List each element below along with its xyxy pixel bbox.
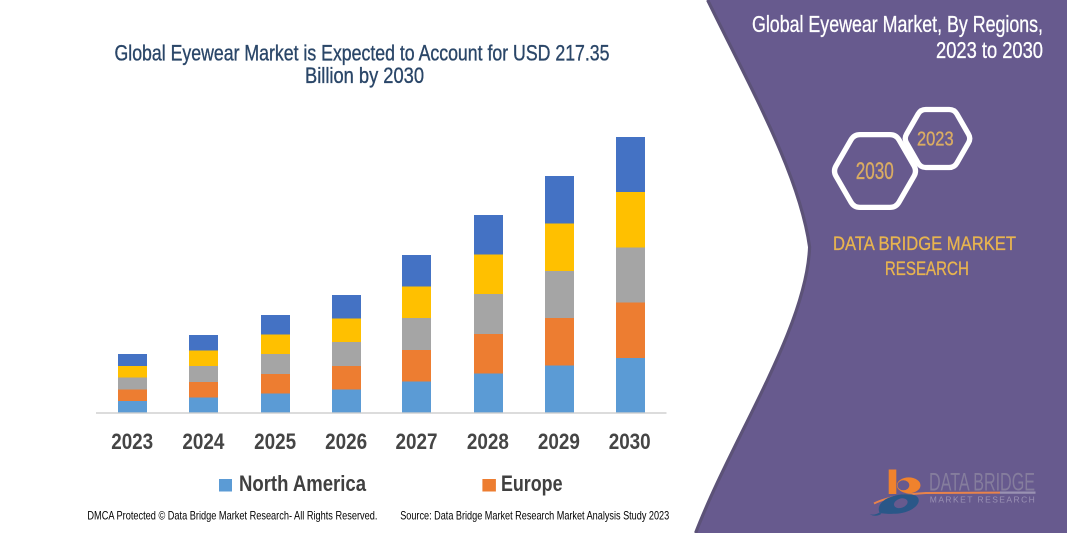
- svg-text:2026: 2026: [325, 429, 367, 454]
- svg-text:2023: 2023: [111, 429, 153, 454]
- svg-text:MARKET RESEARCH: MARKET RESEARCH: [930, 495, 1035, 505]
- svg-text:Europe: Europe: [501, 471, 563, 496]
- svg-text:2030: 2030: [609, 429, 651, 454]
- svg-text:2027: 2027: [396, 429, 438, 454]
- svg-text:Source: Data Bridge Market Res: Source: Data Bridge Market Research Mark…: [400, 508, 669, 522]
- svg-text:2029: 2029: [538, 429, 580, 454]
- svg-text:2023 to 2030: 2023 to 2030: [936, 37, 1043, 63]
- svg-text:DMCA Protected © Data Bridge M: DMCA Protected © Data Bridge Market Rese…: [87, 508, 377, 522]
- svg-text:North America: North America: [239, 471, 367, 496]
- svg-text:2023: 2023: [917, 128, 954, 150]
- svg-text:2025: 2025: [254, 429, 296, 454]
- svg-text:2028: 2028: [467, 429, 509, 454]
- svg-text:Global Eyewear Market is Expec: Global Eyewear Market is Expected to Acc…: [115, 41, 610, 66]
- svg-text:2030: 2030: [856, 158, 894, 185]
- svg-text:DATA BRIDGE: DATA BRIDGE: [929, 469, 1035, 497]
- svg-text:Billion by 2030: Billion by 2030: [305, 63, 424, 88]
- svg-text:RESEARCH: RESEARCH: [885, 259, 969, 280]
- svg-text:DATA BRIDGE MARKET: DATA BRIDGE MARKET: [833, 234, 1016, 255]
- svg-text:2024: 2024: [182, 429, 224, 454]
- svg-text:Global Eyewear Market, By Regi: Global Eyewear Market, By Regions,: [752, 11, 1043, 37]
